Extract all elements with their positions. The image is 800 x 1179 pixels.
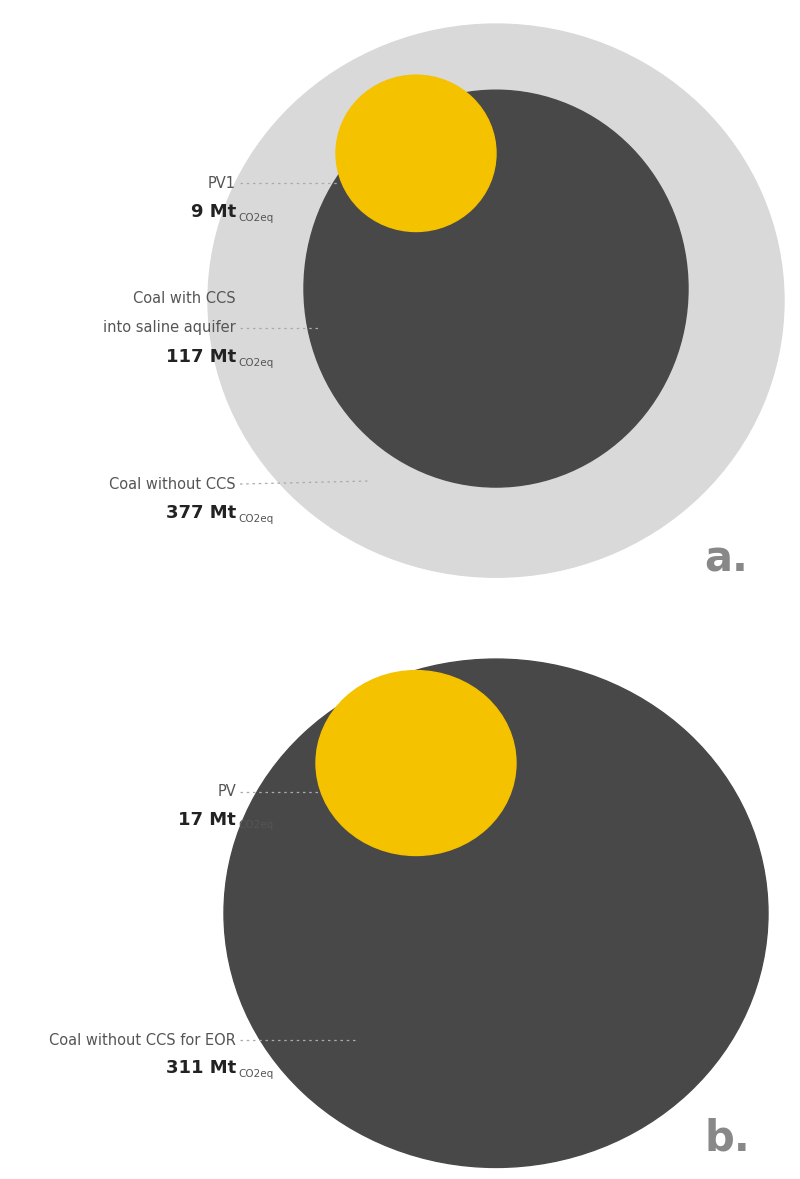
Text: CO2eq: CO2eq [238,514,274,523]
Text: 9 Mt: 9 Mt [190,203,236,222]
Text: Coal without CCS for EOR: Coal without CCS for EOR [49,1033,236,1048]
Text: CO2eq: CO2eq [238,821,274,830]
Text: CO2eq: CO2eq [238,213,274,223]
Text: b.: b. [704,1118,750,1160]
Text: Coal without CCS: Coal without CCS [110,476,236,492]
Text: a.: a. [704,538,748,580]
Text: 117 Mt: 117 Mt [166,348,236,365]
Ellipse shape [316,671,516,856]
Ellipse shape [336,75,496,231]
Text: 311 Mt: 311 Mt [166,1059,236,1078]
Text: CO2eq: CO2eq [238,357,274,368]
Text: PV: PV [218,784,236,799]
Text: 17 Mt: 17 Mt [178,811,236,829]
Text: PV1: PV1 [208,176,236,191]
Ellipse shape [304,90,688,487]
Ellipse shape [208,24,784,578]
Text: Coal with CCS: Coal with CCS [134,291,236,307]
Text: 377 Mt: 377 Mt [166,503,236,522]
Text: into saline aquifer: into saline aquifer [103,321,236,335]
Ellipse shape [224,659,768,1167]
Text: CO2eq: CO2eq [238,1069,274,1079]
